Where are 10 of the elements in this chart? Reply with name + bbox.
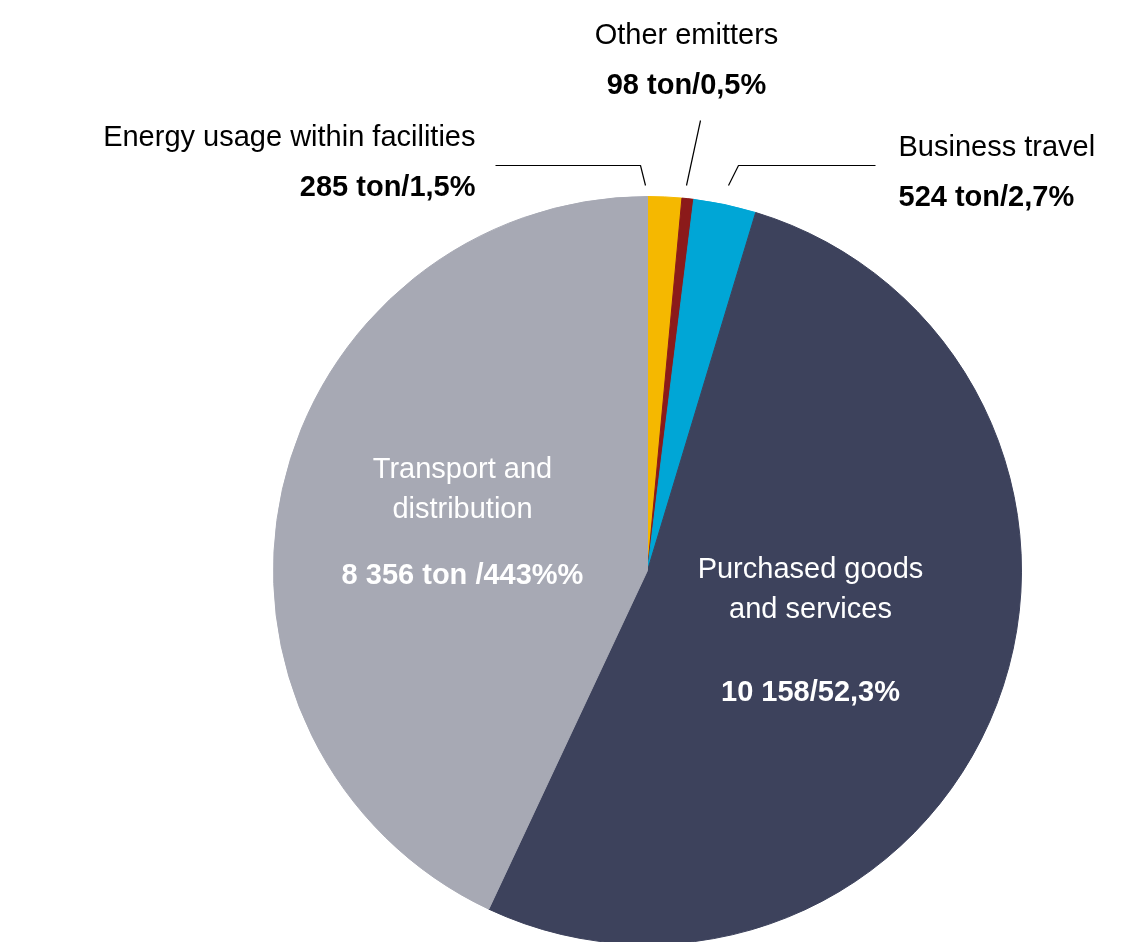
data-label: 285 ton/1,5% [299,169,476,202]
slice-label: Business travel [898,129,1096,162]
data-label: 10 158/52,3% [721,674,901,707]
slice-label: Transport and distribution [372,451,553,524]
data-label: 8 356 ton /443%% [341,557,584,590]
slice-label: Purchased goods and services [697,551,924,624]
slice-label: Other emitters [594,17,779,50]
data-label: 524 ton/2,7% [898,179,1075,212]
slice-label: Energy usage within facilities [103,119,476,152]
data-label: 98 ton/0,5% [606,67,767,100]
